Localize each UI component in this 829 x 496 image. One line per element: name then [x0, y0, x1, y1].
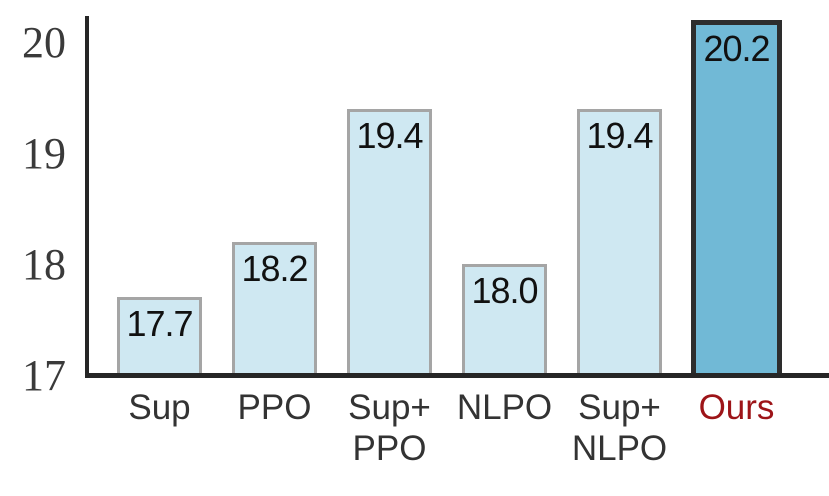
bar: 17.7 [117, 297, 202, 378]
bar: 18.2 [232, 241, 317, 378]
bar-highlighted: 20.2 [691, 19, 782, 378]
x-tick-label-sup: Sup [75, 387, 245, 428]
x-tick-label-ppo: PPO [190, 387, 360, 428]
bar-value-label: 19.4 [356, 114, 423, 156]
bar-value-label: 18.2 [241, 247, 308, 289]
x-tick-label-line: NLPO [456, 388, 553, 427]
x-tick-label-line: PPO [352, 429, 427, 468]
bar: 19.4 [577, 108, 662, 378]
bar-value-label: 17.7 [126, 303, 193, 345]
x-tick-label-supnlpo: Sup+ NLPO [535, 387, 705, 469]
y-tick-label: 20 [22, 18, 66, 68]
x-tick-label-line: NLPO [571, 429, 668, 468]
x-tick-label-line: Ours [698, 388, 775, 427]
bar-value-label: 19.4 [586, 114, 653, 156]
x-tick-label-nlpo: NLPO [420, 387, 590, 428]
bar: 18.0 [462, 264, 547, 378]
x-tick-label-line: PPO [237, 388, 312, 427]
y-tick-label: 19 [22, 129, 66, 179]
y-axis-spine [85, 16, 89, 378]
bar: 19.4 [347, 108, 432, 378]
x-tick-label-ours: Ours [652, 387, 822, 428]
bar-value-label: 18.0 [471, 270, 538, 311]
x-tick-label-line: Sup+ [578, 388, 661, 427]
y-tick-label: 17 [22, 351, 66, 401]
x-tick-label-supppo: Sup+ PPO [305, 387, 475, 469]
x-tick-label-line: Sup [128, 388, 191, 427]
x-axis-spine [85, 373, 829, 378]
y-tick-label: 18 [22, 240, 66, 290]
bar-value-label: 20.2 [703, 27, 770, 69]
x-tick-label-line: Sup+ [348, 388, 431, 427]
